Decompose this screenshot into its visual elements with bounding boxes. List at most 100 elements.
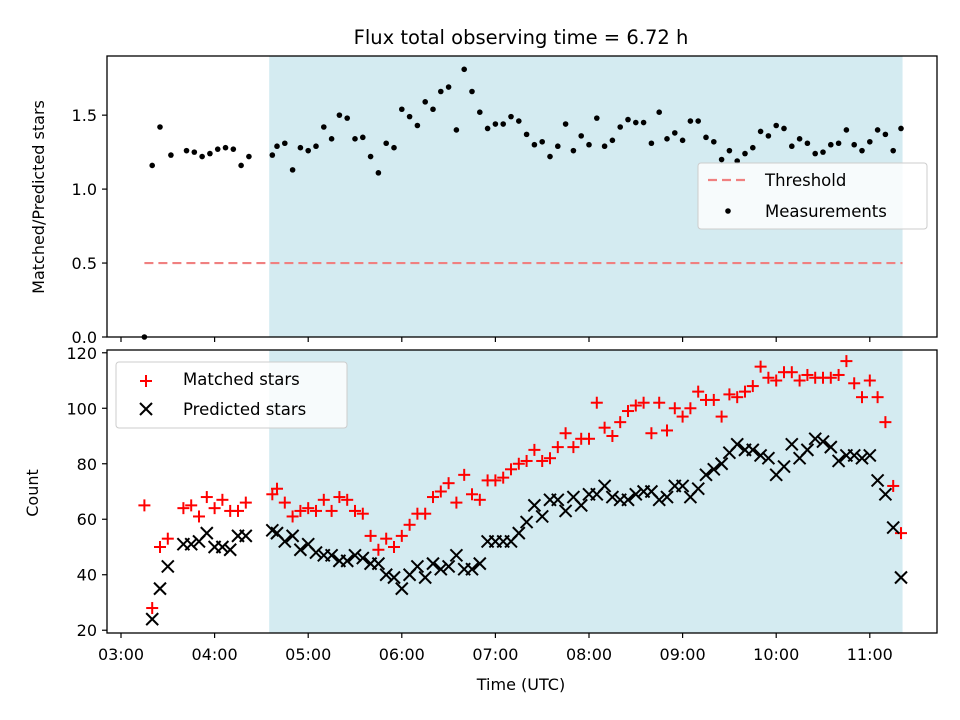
bottom-y-tick-label: 20 [77, 621, 97, 640]
matched-star-point [372, 543, 385, 556]
measurement-point [874, 127, 881, 133]
measurement-point [297, 144, 304, 151]
predicted-star-point [675, 479, 690, 493]
bottom-y-tick-label: 40 [77, 566, 97, 585]
measurement-point [679, 137, 686, 144]
predicted-star-point [707, 462, 721, 477]
measurement-point [199, 153, 205, 160]
predicted-star-point [348, 548, 362, 563]
top-y-axis: 0.0 0.5 1.0 1.5 [72, 106, 107, 347]
matched-star-point [294, 504, 307, 517]
measurement-point [230, 146, 237, 152]
matched-star-point [419, 507, 432, 520]
predicted-star-point [746, 443, 760, 457]
bottom-x-tick-label: 09:00 [660, 645, 706, 664]
matched-star-point [349, 504, 361, 517]
matched-star-point [661, 424, 673, 437]
matched-star-point [559, 427, 572, 440]
matched-star-point [528, 443, 541, 456]
matched-star-point [520, 454, 533, 467]
measurement-point [461, 66, 468, 73]
top-y-tick-label: 1.5 [72, 106, 97, 125]
measurement-point [445, 84, 452, 90]
predicted-star-point [324, 548, 339, 563]
matched-star-point [785, 366, 798, 379]
legend-predicted-label: Predicted stars [183, 400, 306, 419]
predicted-star-point [410, 559, 425, 574]
matched-star-point [754, 360, 767, 373]
top-legend-box [697, 162, 928, 230]
measurement-point [406, 113, 413, 120]
bottom-x-tick-label: 06:00 [379, 645, 425, 664]
measurement-point [890, 147, 896, 154]
predicted-star-point [215, 540, 230, 554]
top-axes-frame [106, 55, 938, 338]
predicted-star-point [465, 562, 479, 576]
bottom-legend: Matched stars Predicted stars [115, 361, 348, 429]
measurement-point [274, 143, 280, 150]
predicted-star-point [161, 559, 175, 574]
matched-star-point [762, 371, 775, 384]
matched-star-point [583, 432, 595, 445]
measurement-point [796, 136, 803, 142]
predicted-star-point [395, 581, 409, 596]
matched-star-point [637, 396, 650, 409]
matched-star-point [645, 427, 658, 440]
measurement-point [711, 138, 717, 145]
measurement-point [781, 125, 787, 132]
matched-star-point [271, 482, 283, 495]
predicted-star-point [574, 498, 588, 513]
measurement-point [516, 118, 522, 124]
matched-star-point [317, 493, 330, 506]
matched-star-point [364, 529, 377, 542]
measurement-point [726, 147, 733, 154]
measurement-point [191, 149, 198, 155]
predicted-star-point [886, 520, 900, 535]
matched-star-point [505, 463, 517, 476]
matched-star-point [434, 485, 447, 498]
bottom-x-tick-label: 07:00 [472, 645, 518, 664]
measurement-point [508, 113, 514, 120]
bottom-y-axis-label: Count [23, 469, 42, 517]
matched-star-point [395, 529, 408, 542]
matched-star-point [723, 388, 736, 401]
measurement-point [664, 136, 670, 142]
measurement-point [882, 131, 889, 138]
matched-star-point [489, 474, 502, 487]
predicted-star-point [597, 479, 612, 493]
matched-star-point [801, 368, 814, 381]
measurement-point [183, 147, 190, 154]
measurement-point [414, 122, 421, 129]
matched-star-point [473, 493, 486, 506]
matched-star-point [333, 491, 346, 504]
top-x-ticks [120, 337, 871, 342]
measurement-point [609, 137, 616, 144]
matched-star-point [606, 430, 619, 443]
measurement-point [336, 112, 343, 118]
matched-star-point [403, 518, 416, 531]
matched-star-point [629, 399, 642, 412]
legend-measurements-label: Measurements [765, 202, 887, 221]
measurement-point [246, 153, 252, 160]
matched-star-point [154, 540, 166, 553]
measurement-point [757, 128, 764, 135]
measurement-point [469, 88, 475, 95]
matched-star-point [668, 402, 681, 415]
predicted-star-point [434, 562, 448, 576]
matched-star-point [707, 393, 720, 406]
measurement-point [539, 138, 545, 145]
measurement-point [500, 121, 507, 127]
measurement-point [492, 121, 499, 127]
matched-star-point [278, 496, 291, 509]
matched-star-point [653, 396, 666, 409]
measurement-point [399, 106, 405, 113]
measurement-point [703, 134, 709, 141]
bottom-panel: 20 40 60 80 100 120 03:00 04:00 05:00 06:00 07:00… [23, 344, 938, 694]
measurement-point [238, 162, 244, 169]
measurement-point [555, 143, 561, 150]
measurement-point [835, 140, 842, 147]
measurement-point [812, 150, 818, 157]
matched-star-point [598, 421, 611, 434]
measurement-point [269, 152, 276, 158]
